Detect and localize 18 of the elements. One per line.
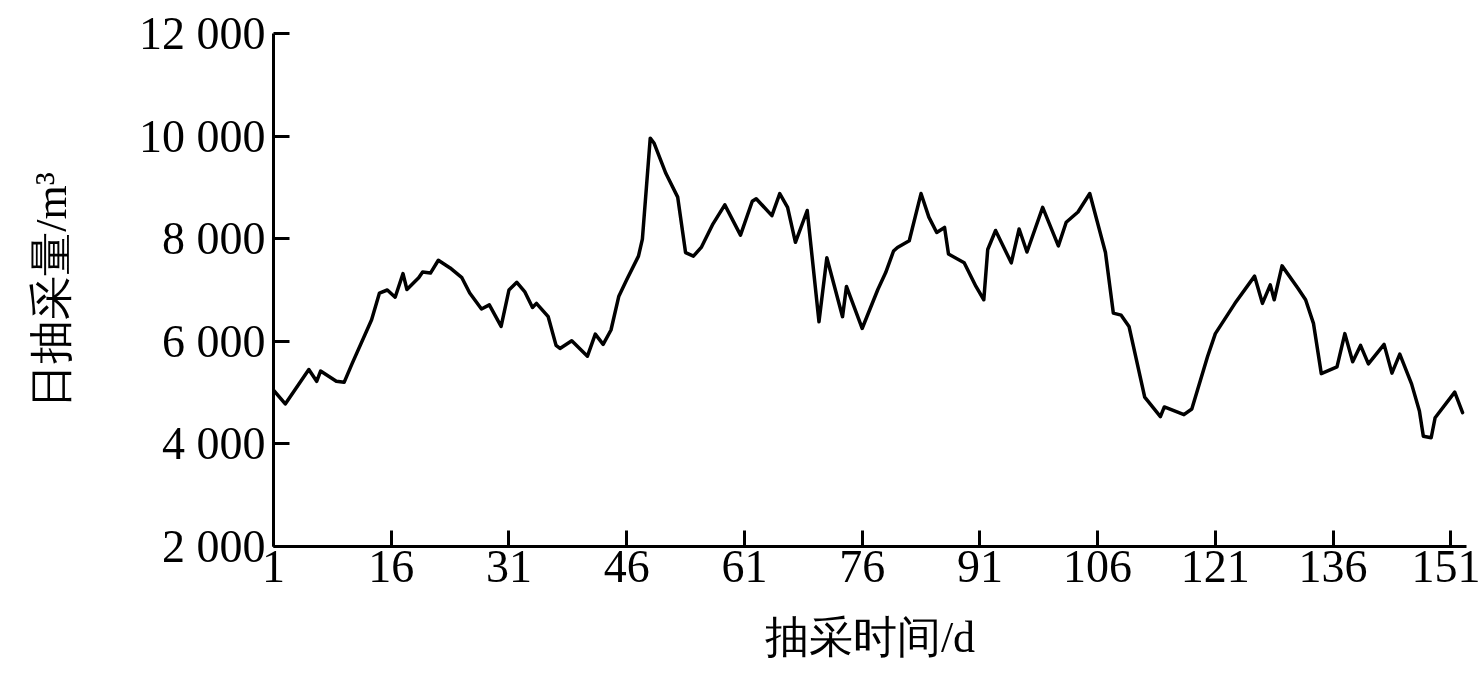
y-axis-title: 日抽采量/m³ — [27, 172, 76, 408]
x-tick-label: 151 — [1411, 540, 1480, 592]
y-tick-label: 2 000 — [162, 521, 266, 572]
x-tick-label: 16 — [368, 540, 415, 592]
x-axis-title: 抽采时间/d — [764, 612, 976, 662]
y-tick-label: 4 000 — [162, 418, 266, 470]
y-tick-label: 10 000 — [139, 110, 266, 162]
x-tick-label: 136 — [1298, 540, 1368, 592]
x-tick-label: 106 — [1063, 540, 1133, 592]
y-tick-label: 8 000 — [162, 213, 266, 265]
x-tick-label: 76 — [839, 540, 886, 592]
x-tick-label: 31 — [485, 540, 532, 592]
x-tick-label: 46 — [603, 540, 650, 592]
x-tick-label: 121 — [1180, 540, 1250, 592]
y-tick-label: 6 000 — [162, 315, 266, 367]
x-tick-label: 91 — [956, 540, 1003, 592]
y-tick-label: 12 000 — [139, 8, 266, 59]
x-tick-label: 61 — [721, 540, 768, 592]
